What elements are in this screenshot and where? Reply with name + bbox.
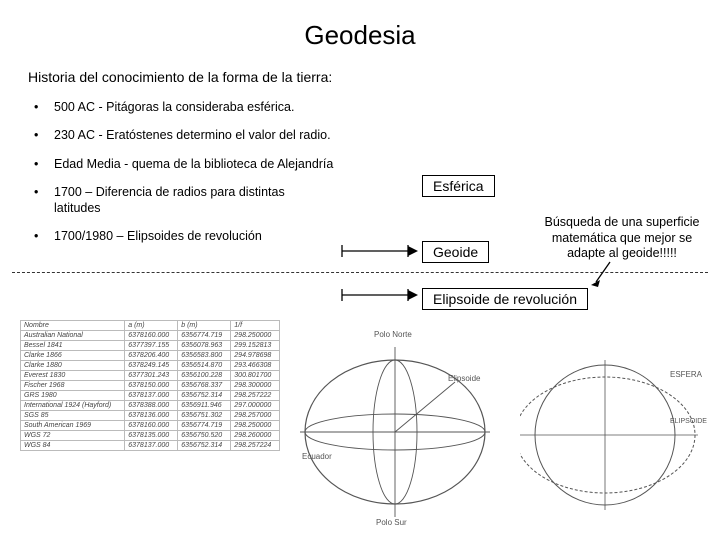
table-cell: 6356583.800 bbox=[178, 351, 231, 361]
table-row: SGS 856378136.0006356751.302298.257000 bbox=[21, 411, 280, 421]
table-cell: International 1924 (Hayford) bbox=[21, 401, 125, 411]
table-cell: Clarke 1866 bbox=[21, 351, 125, 361]
table-row: Everest 18306377301.2436356100.228300.80… bbox=[21, 371, 280, 381]
table-cell: 6356774.719 bbox=[178, 421, 231, 431]
table-cell: 298.257224 bbox=[231, 441, 280, 451]
arrow-geoide bbox=[340, 243, 420, 259]
label-polo-norte: Polo Norte bbox=[374, 330, 412, 339]
busqueda-text: Búsqueda de una superficie matemática qu… bbox=[532, 215, 712, 262]
table-cell: 300.801700 bbox=[231, 371, 280, 381]
bullet-2: 230 AC - Eratóstenes determino el valor … bbox=[54, 127, 331, 143]
table-cell: 6377397.155 bbox=[125, 341, 178, 351]
arrow-elipsoide bbox=[340, 287, 420, 303]
table-cell: 6378150.000 bbox=[125, 381, 178, 391]
table-cell: Australian National bbox=[21, 331, 125, 341]
table-cell: 6378137.000 bbox=[125, 391, 178, 401]
table-cell: 6378160.000 bbox=[125, 331, 178, 341]
table-cell: 6378135.000 bbox=[125, 431, 178, 441]
ellipsoid-table: Nombre a (m) b (m) 1/f Australian Nation… bbox=[20, 320, 280, 451]
table-cell: 6378388.000 bbox=[125, 401, 178, 411]
table-row: WGS 726378135.0006356750.520298.260000 bbox=[21, 431, 280, 441]
label-polo-sur: Polo Sur bbox=[376, 518, 407, 527]
esferica-box: Esférica bbox=[422, 175, 495, 197]
table-cell: WGS 72 bbox=[21, 431, 125, 441]
table-cell: 6378206.400 bbox=[125, 351, 178, 361]
table-row: Fischer 19686378150.0006356768.337298.30… bbox=[21, 381, 280, 391]
table-cell: SGS 85 bbox=[21, 411, 125, 421]
table-cell: WGS 84 bbox=[21, 441, 125, 451]
table-row: Clarke 18666378206.4006356583.800294.978… bbox=[21, 351, 280, 361]
ellipsoid-diagram: Polo Norte Polo Sur Elipsoide Ecuador bbox=[290, 322, 505, 532]
table-cell: 294.978698 bbox=[231, 351, 280, 361]
label-esfera: ESFERA bbox=[670, 370, 702, 379]
table-cell: 297.000000 bbox=[231, 401, 280, 411]
label-ecuador: Ecuador bbox=[302, 452, 332, 461]
table-cell: Bessel 1841 bbox=[21, 341, 125, 351]
sphere-diagram: ESFERA ELIPSOIDE bbox=[520, 340, 710, 530]
table-cell: 298.257222 bbox=[231, 391, 280, 401]
bullet-3: Edad Media - quema de la biblioteca de A… bbox=[54, 156, 333, 172]
table-cell: 6378136.000 bbox=[125, 411, 178, 421]
bullet-4: 1700 – Diferencia de radios para distint… bbox=[54, 184, 334, 217]
table-cell: 6377301.243 bbox=[125, 371, 178, 381]
table-cell: 6356911.946 bbox=[178, 401, 231, 411]
arrow-busqueda bbox=[590, 260, 630, 288]
table-cell: 299.152813 bbox=[231, 341, 280, 351]
table-cell: 6378249.145 bbox=[125, 361, 178, 371]
th-b: b (m) bbox=[178, 321, 231, 331]
table-cell: 6378160.000 bbox=[125, 421, 178, 431]
slide-title: Geodesia bbox=[0, 20, 720, 51]
table-cell: 6356768.337 bbox=[178, 381, 231, 391]
geoide-box: Geoide bbox=[422, 241, 489, 263]
table-cell: 6356774.719 bbox=[178, 331, 231, 341]
table-cell: 6356078.963 bbox=[178, 341, 231, 351]
table-cell: Fischer 1968 bbox=[21, 381, 125, 391]
th-f: 1/f bbox=[231, 321, 280, 331]
label-elipsoide: Elipsoide bbox=[448, 374, 480, 383]
table-row: International 1924 (Hayford)6378388.0006… bbox=[21, 401, 280, 411]
table-cell: GRS 1980 bbox=[21, 391, 125, 401]
table-cell: 293.466308 bbox=[231, 361, 280, 371]
table-cell: 6356100.228 bbox=[178, 371, 231, 381]
th-nombre: Nombre bbox=[21, 321, 125, 331]
table-cell: 298.250000 bbox=[231, 421, 280, 431]
table-cell: 298.250000 bbox=[231, 331, 280, 341]
table-row: GRS 19806378137.0006356752.314298.257222 bbox=[21, 391, 280, 401]
subtitle: Historia del conocimiento de la forma de… bbox=[28, 69, 720, 85]
th-a: a (m) bbox=[125, 321, 178, 331]
table-cell: 6356752.314 bbox=[178, 391, 231, 401]
table-cell: 298.260000 bbox=[231, 431, 280, 441]
bullet-5: 1700/1980 – Elipsoides de revolución bbox=[54, 228, 262, 244]
table-cell: 6378137.000 bbox=[125, 441, 178, 451]
table-cell: 6356751.302 bbox=[178, 411, 231, 421]
table-cell: 6356750.520 bbox=[178, 431, 231, 441]
table-cell: 298.300000 bbox=[231, 381, 280, 391]
table-cell: 298.257000 bbox=[231, 411, 280, 421]
table-cell: South American 1969 bbox=[21, 421, 125, 431]
label-elipsoide2: ELIPSOIDE bbox=[670, 418, 707, 425]
table-cell: 6356752.314 bbox=[178, 441, 231, 451]
table-row: South American 19696378160.0006356774.71… bbox=[21, 421, 280, 431]
table-row: Australian National6378160.0006356774.71… bbox=[21, 331, 280, 341]
table-row: Bessel 18416377397.1556356078.963299.152… bbox=[21, 341, 280, 351]
bullet-1: 500 AC - Pitágoras la consideraba esféri… bbox=[54, 99, 294, 115]
table-row: Clarke 18806378249.1456356514.870293.466… bbox=[21, 361, 280, 371]
table-row: WGS 846378137.0006356752.314298.257224 bbox=[21, 441, 280, 451]
table-cell: 6356514.870 bbox=[178, 361, 231, 371]
table-cell: Clarke 1880 bbox=[21, 361, 125, 371]
table-cell: Everest 1830 bbox=[21, 371, 125, 381]
elipsoide-box: Elipsoide de revolución bbox=[422, 288, 588, 310]
